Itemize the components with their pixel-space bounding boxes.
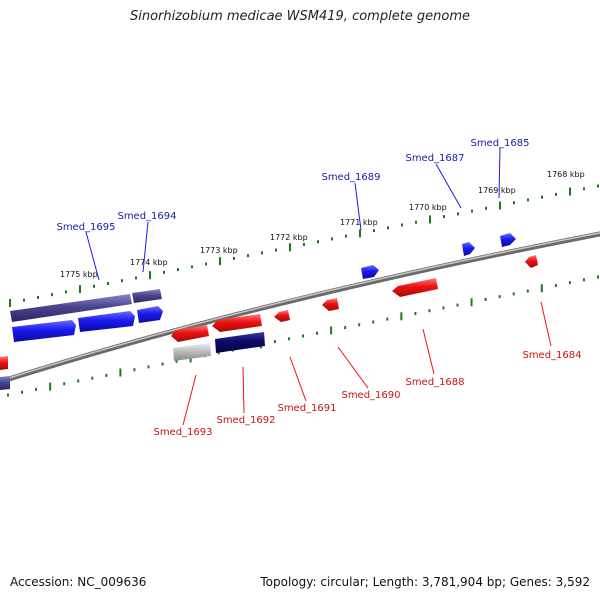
gene-label-forward[interactable]: Smed_1687 xyxy=(405,153,464,164)
gene-arrow-forward[interactable] xyxy=(78,311,135,332)
kbp-scale: 1775 kbp 1774 kbp 1773 kbp 1772 kbp 1771… xyxy=(60,170,585,279)
tick-track-lower xyxy=(7,275,599,397)
gene-arrow-reverse[interactable] xyxy=(392,278,438,297)
gene-arrow-reverse[interactable] xyxy=(525,255,538,268)
gene-arrow-forward[interactable] xyxy=(10,294,132,322)
gene-label-reverse[interactable]: Smed_1688 xyxy=(405,377,464,388)
kbp-label: 1770 kbp xyxy=(409,203,447,212)
gene-arrow-reverse[interactable] xyxy=(274,310,290,322)
gene-label-forward[interactable]: Smed_1685 xyxy=(470,138,529,149)
gene-labels: Smed_1695 Smed_1694 Smed_1689 Smed_1687 … xyxy=(56,138,581,438)
gene-arrow-forward[interactable] xyxy=(500,233,516,247)
accession-label: Accession: NC_009636 xyxy=(10,575,147,589)
gene-label-reverse[interactable]: Smed_1691 xyxy=(277,403,336,414)
tick-track-upper xyxy=(9,184,599,307)
gene-arrow-reverse-partial[interactable] xyxy=(0,356,8,370)
forward-genes xyxy=(0,233,516,390)
kbp-label: 1769 kbp xyxy=(478,186,516,195)
gene-arrow-forward-partial[interactable] xyxy=(0,376,10,390)
kbp-label: 1771 kbp xyxy=(340,218,378,227)
kbp-label: 1773 kbp xyxy=(200,246,238,255)
gene-label-reverse[interactable]: Smed_1684 xyxy=(522,350,581,361)
reverse-genes xyxy=(0,255,538,370)
kbp-label: 1772 kbp xyxy=(270,233,308,242)
gene-pseudo[interactable] xyxy=(173,343,211,361)
gene-arrow-forward[interactable] xyxy=(462,242,475,256)
gene-rna[interactable] xyxy=(215,332,265,353)
gene-arrow-forward[interactable] xyxy=(132,289,162,303)
gene-arrow-reverse[interactable] xyxy=(322,298,339,311)
gene-label-reverse[interactable]: Smed_1690 xyxy=(341,390,400,401)
genome-backbone xyxy=(0,231,600,385)
gene-label-forward[interactable]: Smed_1689 xyxy=(321,172,380,183)
gene-label-reverse[interactable]: Smed_1693 xyxy=(153,427,212,438)
genome-summary: Topology: circular; Length: 3,781,904 bp… xyxy=(260,575,590,589)
gene-arrow-forward[interactable] xyxy=(12,320,76,342)
kbp-label: 1775 kbp xyxy=(60,270,98,279)
genome-backbone-highlight xyxy=(0,232,600,382)
gene-label-reverse[interactable]: Smed_1692 xyxy=(216,415,275,426)
gene-arrow-forward[interactable] xyxy=(137,306,163,323)
label-connectors xyxy=(85,147,552,426)
gene-label-forward[interactable]: Smed_1695 xyxy=(56,222,115,233)
gene-arrow-reverse[interactable] xyxy=(212,314,262,332)
gene-label-forward[interactable]: Smed_1694 xyxy=(117,211,176,222)
kbp-label: 1774 kbp xyxy=(130,258,168,267)
page-title: Sinorhizobium medicae WSM419, complete g… xyxy=(129,9,471,24)
gene-arrow-forward[interactable] xyxy=(361,265,379,279)
kbp-label: 1768 kbp xyxy=(547,170,585,179)
gene-arrow-reverse[interactable] xyxy=(171,325,209,342)
